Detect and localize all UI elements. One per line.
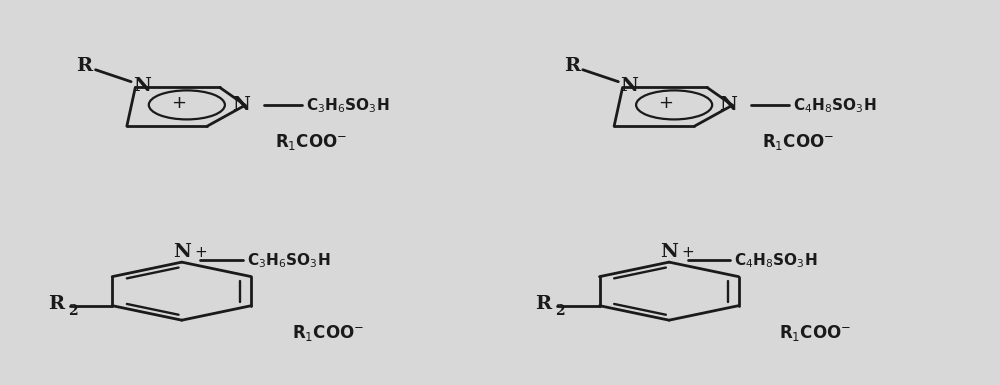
Text: N: N [133, 77, 151, 95]
Text: N: N [620, 77, 638, 95]
Text: $\mathbf{R}_{1}\mathbf{COO}^{-}\mathbf{}$: $\mathbf{R}_{1}\mathbf{COO}^{-}\mathbf{}… [275, 132, 347, 152]
Text: $\mathbf{R}_{1}\mathbf{COO}^{-}\mathbf{}$: $\mathbf{R}_{1}\mathbf{COO}^{-}\mathbf{}… [292, 323, 364, 343]
Text: N: N [719, 95, 737, 114]
Text: $\mathbf{C}_{3}\mathbf{H}_{6}\mathbf{SO}_{3}\mathbf{H}$: $\mathbf{C}_{3}\mathbf{H}_{6}\mathbf{SO}… [306, 96, 390, 115]
Text: R: R [48, 295, 64, 313]
Text: $\mathbf{R}_{1}\mathbf{COO}^{-}\mathbf{}$: $\mathbf{R}_{1}\mathbf{COO}^{-}\mathbf{}… [779, 323, 851, 343]
Text: $\mathbf{C}_{4}\mathbf{H}_{8}\mathbf{SO}_{3}\mathbf{H}$: $\mathbf{C}_{4}\mathbf{H}_{8}\mathbf{SO}… [734, 251, 818, 270]
Text: +: + [171, 94, 186, 112]
Text: R: R [564, 57, 580, 75]
Text: +: + [194, 245, 207, 260]
Text: R: R [77, 57, 93, 75]
Text: N: N [232, 95, 250, 114]
Text: 2: 2 [555, 305, 565, 318]
Text: $\mathbf{R}_{1}\mathbf{COO}^{-}\mathbf{}$: $\mathbf{R}_{1}\mathbf{COO}^{-}\mathbf{}… [762, 132, 834, 152]
Text: 2: 2 [68, 305, 77, 318]
Text: $\mathbf{C}_{3}\mathbf{H}_{6}\mathbf{SO}_{3}\mathbf{H}$: $\mathbf{C}_{3}\mathbf{H}_{6}\mathbf{SO}… [247, 251, 330, 270]
Text: N: N [660, 243, 678, 261]
Text: R: R [535, 295, 551, 313]
Text: +: + [658, 94, 673, 112]
Text: +: + [681, 245, 694, 260]
Text: N: N [173, 243, 191, 261]
Text: $\mathbf{C}_{4}\mathbf{H}_{8}\mathbf{SO}_{3}\mathbf{H}$: $\mathbf{C}_{4}\mathbf{H}_{8}\mathbf{SO}… [793, 96, 877, 115]
